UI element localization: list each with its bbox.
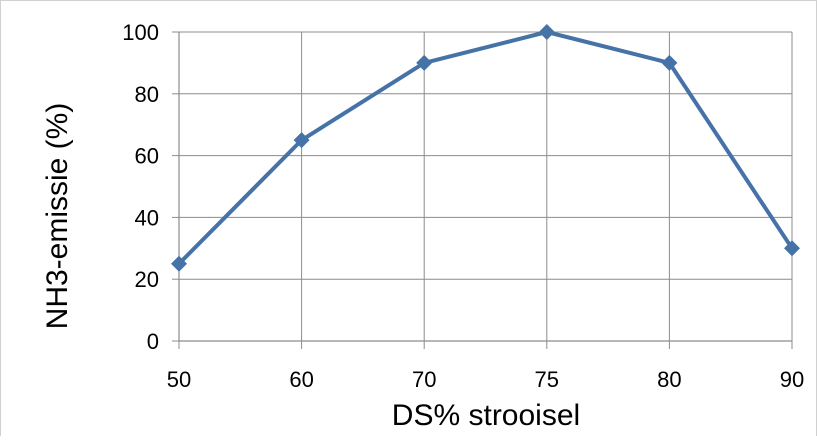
data-point-marker: [171, 255, 187, 272]
gridlines: [179, 31, 793, 341]
series-line: [177, 30, 794, 266]
y-tick-label: 40: [135, 205, 159, 230]
x-tick-label: 70: [412, 367, 436, 392]
x-tick-label: 60: [289, 367, 313, 392]
y-axis-title: NH3-emissie (%): [41, 103, 74, 330]
x-tick-label: 90: [780, 367, 804, 392]
y-tick-labels: 0 20 40 60 80 100: [122, 20, 159, 354]
y-tick-label: 60: [135, 144, 159, 169]
y-tick-label: 100: [122, 20, 159, 45]
series-line-layer: [177, 30, 794, 266]
x-tick-labels: 50 60 70 75 80 90: [167, 367, 804, 392]
data-point-marker: [416, 54, 433, 71]
y-tick-label: 80: [135, 82, 159, 107]
data-point-marker: [538, 24, 555, 40]
x-tick-label: 50: [167, 367, 191, 392]
data-point-markers: [171, 24, 800, 272]
x-tick-label: 80: [657, 367, 681, 392]
x-axis-title: DS% strooisel: [392, 399, 580, 432]
data-point-marker: [784, 240, 800, 257]
y-tick-label: 20: [135, 267, 159, 292]
axes: [172, 31, 793, 349]
x-tick-label: 75: [535, 367, 559, 392]
y-tick-label: 0: [147, 329, 159, 354]
data-point-marker: [661, 54, 678, 71]
data-point-marker: [293, 132, 310, 149]
